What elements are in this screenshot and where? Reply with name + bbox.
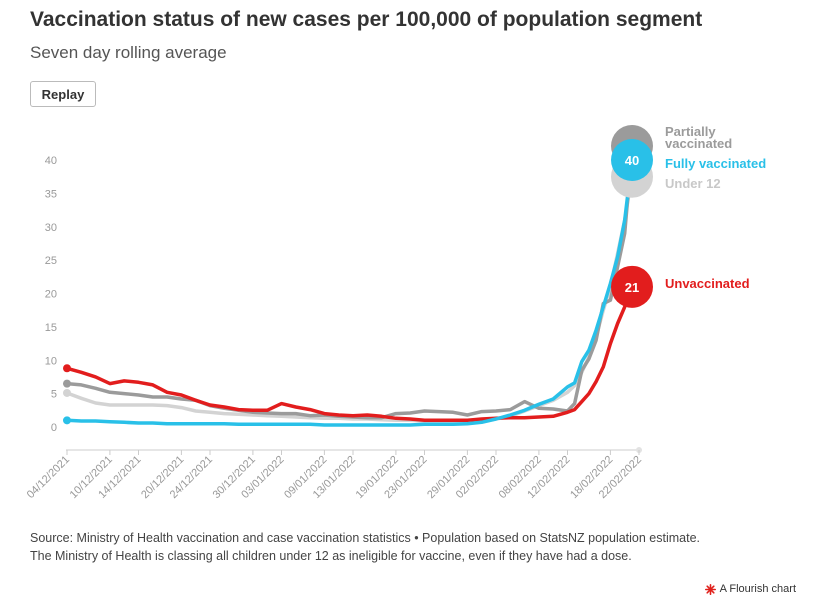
end-series-label: vaccinated bbox=[665, 136, 732, 151]
y-tick-label: 30 bbox=[45, 222, 57, 234]
x-tick-label: 04/12/2021 bbox=[25, 454, 72, 501]
series-start-point bbox=[63, 379, 71, 388]
chart-title: Vaccination status of new cases per 100,… bbox=[30, 8, 703, 31]
x-axis: 04/12/202110/12/202114/12/202120/12/2021… bbox=[25, 447, 644, 501]
flourish-credit-label: A Flourish chart bbox=[719, 583, 796, 595]
end-marker-circle bbox=[611, 139, 653, 181]
y-tick-label: 20 bbox=[45, 289, 57, 301]
end-marker-fully-vaccinated[interactable]: 40 Fully vaccinated bbox=[611, 139, 766, 181]
end-marker-circle bbox=[611, 265, 653, 308]
flourish-logo-icon bbox=[704, 583, 716, 595]
flourish-credit[interactable]: A Flourish chart bbox=[704, 583, 796, 595]
source-note: Source: Ministry of Health vaccination a… bbox=[30, 531, 701, 545]
series-line-fully-vaccinated[interactable] bbox=[65, 158, 634, 427]
series-start-point bbox=[63, 364, 71, 373]
end-value-label: 21 bbox=[625, 280, 639, 295]
series-line-unvaccinated[interactable] bbox=[65, 285, 634, 423]
y-tick-label: 0 bbox=[51, 422, 57, 434]
y-tick-label: 5 bbox=[51, 389, 57, 401]
series-start-point bbox=[63, 388, 71, 397]
y-tick-label: 15 bbox=[45, 322, 57, 334]
y-tick-label: 40 bbox=[45, 155, 57, 167]
series-layer bbox=[63, 148, 634, 427]
chart-footer: Source: Ministry of Health vaccination a… bbox=[30, 529, 700, 565]
y-tick-label: 25 bbox=[45, 255, 57, 267]
end-series-label: Under 12 bbox=[665, 176, 721, 191]
end-value-label: 40 bbox=[625, 153, 639, 168]
y-axis: 0 5 10 15 20 25 30 35 40 bbox=[45, 155, 57, 434]
y-tick-label: 10 bbox=[45, 355, 57, 367]
eligibility-note: The Ministry of Health is classing all c… bbox=[30, 549, 632, 563]
end-series-label: Partially bbox=[665, 124, 716, 139]
end-marker-unvaccinated[interactable]: 21 Unvaccinated bbox=[611, 265, 750, 308]
replay-button[interactable]: Replay bbox=[30, 81, 96, 107]
end-series-label: Unvaccinated bbox=[665, 276, 750, 291]
series-start-point bbox=[63, 416, 71, 425]
y-tick-label: 35 bbox=[45, 188, 57, 200]
end-series-label: Fully vaccinated bbox=[665, 156, 766, 171]
chart-subtitle: Seven day rolling average bbox=[30, 43, 227, 62]
line-chart: 0 5 10 15 20 25 30 35 40 04/12/202110/12/202114/… bbox=[25, 124, 767, 501]
series-line-partially-vaccinated[interactable] bbox=[65, 148, 634, 420]
